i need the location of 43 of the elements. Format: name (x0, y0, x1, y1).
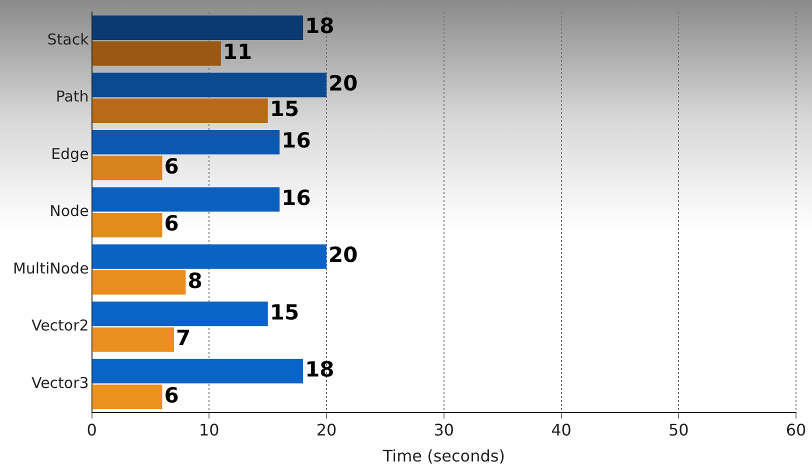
data-label: 8 (188, 268, 202, 293)
bar (92, 16, 304, 40)
bar (92, 270, 186, 295)
bar (92, 156, 162, 180)
x-tick-label: 20 (316, 420, 337, 440)
data-label: 6 (164, 212, 179, 236)
data-label: 16 (282, 186, 311, 210)
x-tick-label: 30 (434, 420, 454, 440)
data-label: 6 (164, 154, 179, 178)
data-label: 15 (270, 97, 300, 122)
bar (92, 98, 268, 123)
bar (92, 358, 304, 384)
y-tick-label: Node (50, 202, 89, 220)
bar (92, 384, 162, 410)
data-label: 18 (305, 14, 334, 38)
data-label: 20 (328, 243, 358, 268)
y-tick-label: Vector2 (31, 316, 89, 335)
data-label: 15 (270, 300, 300, 324)
x-tick-label: 0 (86, 420, 97, 440)
data-label: 11 (222, 40, 252, 64)
bar (92, 302, 268, 326)
bar (92, 41, 221, 66)
bar (92, 327, 174, 352)
y-tick-label: Path (56, 88, 89, 106)
bar (92, 130, 280, 154)
x-tick-label: 40 (551, 420, 572, 440)
x-axis-title: Time (seconds) (382, 446, 505, 466)
x-tick-label: 50 (668, 420, 689, 440)
y-tick-label: MultiNode (12, 259, 89, 278)
y-tick-label: Stack (47, 30, 90, 49)
x-tick-label: 60 (786, 420, 806, 440)
data-label: 18 (305, 358, 334, 382)
bar (92, 72, 327, 98)
bar (92, 187, 280, 212)
data-label: 6 (164, 383, 179, 408)
x-tick-label: 10 (199, 420, 220, 440)
bar (92, 244, 327, 269)
y-tick-label: Edge (51, 144, 89, 163)
y-tick-label: Vector3 (31, 374, 89, 392)
bar (92, 212, 162, 238)
data-label: 20 (328, 71, 358, 96)
data-label: 7 (176, 326, 191, 350)
data-label: 16 (282, 128, 311, 153)
